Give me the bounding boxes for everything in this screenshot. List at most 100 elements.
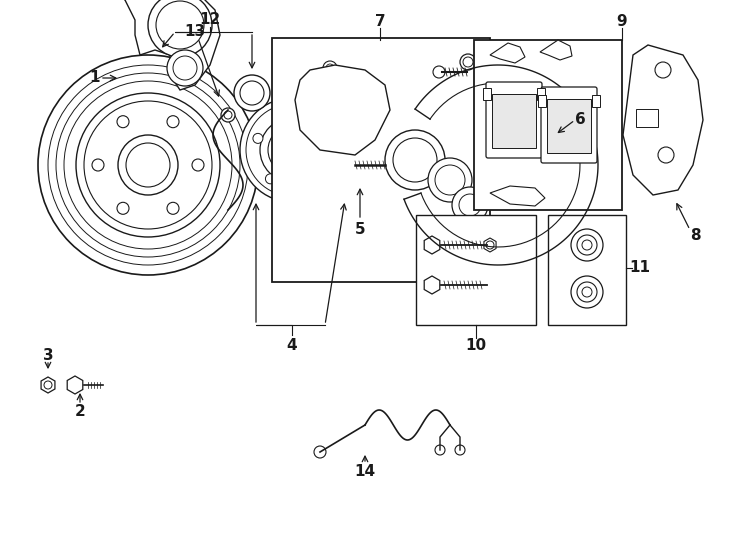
Polygon shape — [484, 238, 496, 252]
Circle shape — [260, 118, 324, 182]
Text: 8: 8 — [690, 227, 700, 242]
Circle shape — [655, 62, 671, 78]
Bar — [416, 215, 536, 325]
Circle shape — [452, 187, 488, 223]
Circle shape — [393, 138, 437, 182]
Circle shape — [240, 81, 264, 105]
FancyBboxPatch shape — [541, 87, 597, 163]
Bar — [592, 95, 600, 107]
Polygon shape — [453, 85, 518, 115]
Circle shape — [167, 116, 179, 127]
Circle shape — [459, 194, 481, 216]
Bar — [636, 109, 658, 127]
Circle shape — [224, 111, 232, 119]
Polygon shape — [424, 236, 440, 254]
Circle shape — [84, 101, 212, 229]
Circle shape — [56, 73, 240, 257]
Polygon shape — [424, 276, 440, 294]
Polygon shape — [41, 377, 55, 393]
Bar — [537, 88, 545, 100]
Bar — [538, 95, 546, 107]
Circle shape — [266, 174, 275, 184]
Bar — [474, 40, 622, 210]
Circle shape — [310, 75, 370, 135]
Circle shape — [433, 66, 445, 78]
Circle shape — [435, 165, 465, 195]
Polygon shape — [490, 186, 545, 206]
Circle shape — [92, 159, 104, 171]
Circle shape — [234, 75, 270, 111]
Circle shape — [468, 95, 478, 105]
Circle shape — [268, 126, 316, 174]
Circle shape — [435, 445, 445, 455]
FancyBboxPatch shape — [492, 94, 536, 148]
Polygon shape — [490, 43, 525, 63]
Circle shape — [221, 108, 235, 122]
Circle shape — [571, 276, 603, 308]
Circle shape — [455, 445, 465, 455]
Circle shape — [156, 1, 204, 49]
Circle shape — [278, 136, 306, 164]
Circle shape — [323, 61, 337, 75]
Circle shape — [658, 147, 674, 163]
Circle shape — [148, 0, 212, 57]
Text: 10: 10 — [465, 338, 487, 353]
Polygon shape — [125, 0, 220, 90]
Circle shape — [582, 287, 592, 297]
Circle shape — [428, 158, 472, 202]
Circle shape — [385, 130, 445, 190]
Circle shape — [463, 57, 473, 67]
Circle shape — [64, 81, 232, 249]
Circle shape — [167, 50, 203, 86]
Circle shape — [246, 104, 338, 196]
Circle shape — [48, 65, 248, 265]
Circle shape — [253, 133, 263, 144]
Circle shape — [321, 134, 331, 144]
Text: 13: 13 — [184, 24, 206, 39]
Circle shape — [473, 140, 523, 190]
Text: 2: 2 — [75, 404, 85, 420]
Text: 7: 7 — [374, 15, 385, 30]
Circle shape — [480, 147, 516, 183]
Circle shape — [308, 174, 318, 185]
Circle shape — [117, 116, 129, 127]
Circle shape — [126, 143, 170, 187]
Text: 4: 4 — [287, 338, 297, 353]
FancyBboxPatch shape — [486, 82, 542, 158]
Circle shape — [460, 54, 476, 70]
Circle shape — [326, 64, 334, 72]
Circle shape — [167, 202, 179, 214]
Circle shape — [577, 235, 597, 255]
Polygon shape — [348, 158, 360, 172]
Text: 5: 5 — [355, 222, 366, 238]
Circle shape — [486, 241, 494, 249]
Circle shape — [38, 55, 258, 275]
Circle shape — [240, 98, 344, 202]
Text: 6: 6 — [575, 112, 586, 127]
Circle shape — [44, 381, 52, 389]
FancyBboxPatch shape — [547, 99, 591, 153]
Circle shape — [582, 240, 592, 250]
Circle shape — [192, 159, 204, 171]
Circle shape — [340, 117, 370, 147]
Text: 11: 11 — [630, 260, 650, 275]
Bar — [483, 88, 491, 100]
Bar — [548, 215, 626, 325]
Circle shape — [288, 109, 297, 119]
Circle shape — [173, 56, 197, 80]
Bar — [272, 38, 490, 282]
Text: 14: 14 — [355, 464, 376, 480]
Polygon shape — [540, 40, 572, 60]
Text: 12: 12 — [200, 12, 221, 28]
Polygon shape — [295, 65, 390, 155]
Circle shape — [498, 95, 508, 105]
Circle shape — [76, 93, 220, 237]
Circle shape — [318, 83, 362, 127]
Circle shape — [577, 282, 597, 302]
Text: 9: 9 — [617, 15, 628, 30]
Circle shape — [564, 122, 574, 132]
Circle shape — [345, 122, 365, 142]
Circle shape — [117, 202, 129, 214]
Circle shape — [118, 135, 178, 195]
Polygon shape — [623, 45, 703, 195]
